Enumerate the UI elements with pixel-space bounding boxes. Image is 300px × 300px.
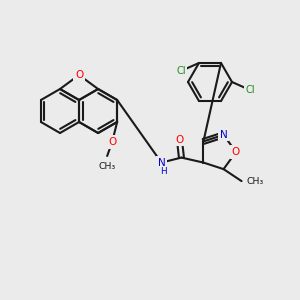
Text: O: O <box>175 135 184 145</box>
Text: Cl: Cl <box>245 85 255 95</box>
Text: H: H <box>160 167 167 176</box>
Text: N: N <box>158 158 165 168</box>
Text: CH₃: CH₃ <box>98 162 116 171</box>
Text: O: O <box>232 147 240 157</box>
Text: CH₃: CH₃ <box>247 177 264 186</box>
Text: O: O <box>75 70 83 80</box>
Text: N: N <box>220 130 227 140</box>
Text: O: O <box>108 137 116 147</box>
Text: Cl: Cl <box>176 66 186 76</box>
